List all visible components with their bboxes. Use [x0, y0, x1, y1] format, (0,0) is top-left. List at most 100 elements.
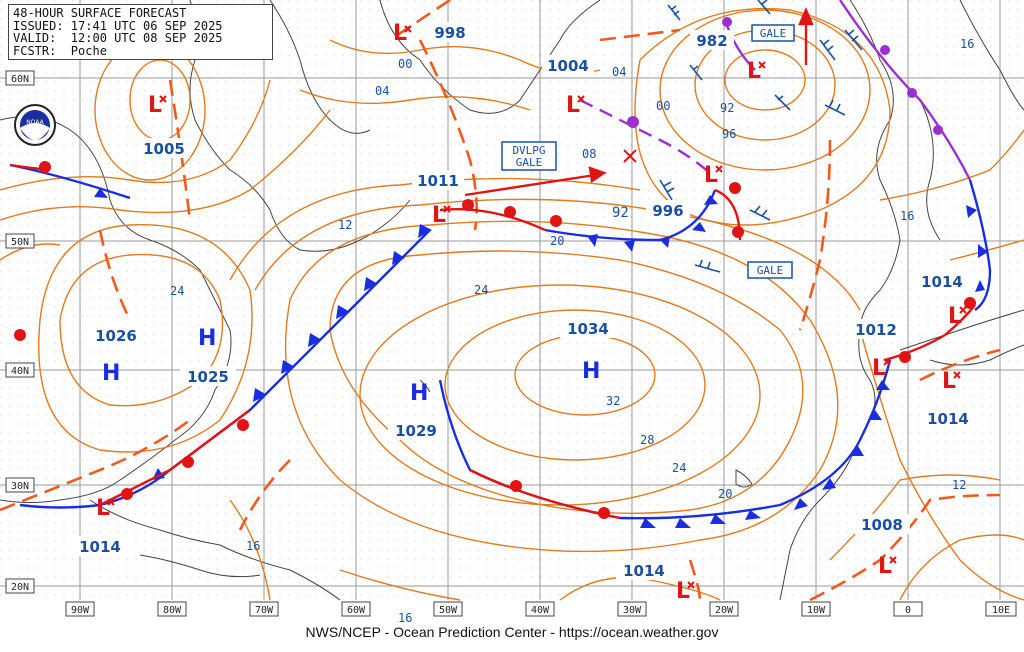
isobar-label: 08 — [582, 147, 596, 161]
pressure-value: 998 — [434, 24, 465, 42]
warm-fronts — [9, 161, 976, 520]
low-pressure-center: L 1004 — [542, 55, 594, 118]
lon-label: 10E — [992, 605, 1010, 616]
high-pressure-center: H 1034 — [560, 318, 616, 384]
longitude-labels: 90W 80W 70W 60W 50W 40W 30W 20W 10W 0 10… — [65, 601, 1017, 617]
low-pressure-center: L 1011 — [412, 170, 464, 228]
pressure-centers: L 998 L 982 L 1005 L 1004 L — [72, 21, 976, 604]
svg-text:L: L — [872, 356, 886, 381]
isobar-label: 24 — [672, 461, 686, 475]
lat-label: 30N — [11, 481, 29, 492]
high-pressure-center: H 1026 — [90, 325, 142, 386]
pressure-value: 1012 — [855, 321, 897, 339]
gale-warning-box: GALE — [747, 261, 793, 279]
svg-text:L: L — [878, 554, 892, 579]
low-pressure-center: L 996 — [646, 163, 723, 220]
wind-barbs — [654, 0, 863, 273]
isobar-label: 12 — [952, 478, 966, 492]
svg-text:L: L — [432, 203, 446, 228]
isobar-label: 00 — [656, 99, 670, 113]
lat-label: 20N — [11, 582, 29, 593]
pressure-value: 1008 — [861, 516, 903, 534]
low-pressure-center: L 1014 — [616, 560, 695, 604]
lon-label: 40W — [531, 605, 550, 616]
isobar-label: 24 — [474, 283, 488, 297]
motion-arrows — [464, 6, 814, 197]
warning-boxes: GALE GALE DVLPG GALE — [501, 24, 795, 279]
latitude-labels: 60N 50N 40N 30N 20N — [5, 70, 35, 594]
developing-gale-text: DVLPG — [512, 144, 545, 157]
gale-warning-text: GALE — [757, 264, 784, 277]
pressure-value: 1011 — [417, 172, 459, 190]
low-pressure-center: L 1014 — [914, 271, 970, 329]
isobar-label: 16 — [900, 209, 914, 223]
developing-gale-box: DVLPG GALE — [501, 141, 557, 171]
lon-label: 50W — [439, 605, 458, 616]
svg-text:L: L — [704, 163, 718, 188]
forecast-header-box: 48-HOUR SURFACE FORECAST ISSUED: 17:41 U… — [8, 4, 273, 60]
pressure-value: 982 — [696, 32, 727, 50]
svg-text:L: L — [676, 579, 690, 604]
low-pressure-center: L 998 — [393, 21, 472, 46]
low-pressure-center: L 1005 — [138, 93, 190, 158]
isobar-label: 24 — [170, 284, 184, 298]
low-pressure-center: L 1014 — [72, 496, 128, 556]
gale-warning-box: GALE — [751, 24, 795, 42]
lat-label: 50N — [11, 237, 29, 248]
lat-label: 40N — [11, 366, 29, 377]
low-pressure-center: L 1008 — [854, 514, 910, 579]
svg-text:L: L — [566, 93, 580, 118]
lon-label: 30W — [623, 605, 642, 616]
pressure-value: 996 — [652, 202, 683, 220]
isobar-label: 00 — [398, 57, 412, 71]
lon-label: 80W — [163, 605, 182, 616]
isobar-label: 28 — [640, 433, 654, 447]
lon-label: 10W — [807, 605, 826, 616]
pressure-value: 1026 — [95, 327, 137, 345]
lon-label: 70W — [255, 605, 274, 616]
svg-text:L: L — [148, 93, 162, 118]
valid-time: VALID: 12:00 UTC 08 SEP 2025 — [13, 31, 223, 45]
pressure-value: 1014 — [921, 273, 963, 291]
isobar-label: 96 — [722, 127, 736, 141]
occluded-fronts — [579, 0, 972, 181]
gale-warning-text: GALE — [760, 27, 787, 40]
low-center-markers — [623, 149, 637, 163]
noaa-logo-text: NOAA — [26, 119, 44, 126]
developing-gale-text: GALE — [516, 156, 543, 169]
pressure-value: 1029 — [395, 422, 437, 440]
lon-label: 90W — [71, 605, 90, 616]
svg-text:H: H — [198, 326, 216, 351]
pressure-value: 1014 — [623, 562, 665, 580]
low-pressure-center: L 982 — [690, 30, 766, 84]
pressure-value: 1014 — [79, 538, 121, 556]
isobar-label: 92 — [612, 205, 629, 221]
high-pressure-center: H 1029 — [388, 381, 444, 440]
isobar-label: 20 — [718, 487, 732, 501]
svg-text:H: H — [582, 359, 600, 384]
isobar-label: 16 — [398, 611, 412, 625]
isobar-label: 04 — [375, 84, 389, 98]
isobar-label: 16 — [246, 539, 260, 553]
forecaster: FCSTR: Poche — [13, 43, 107, 58]
high-pressure-center: H 1025 — [180, 326, 236, 386]
pressure-value: 1025 — [187, 368, 229, 386]
svg-text:H: H — [102, 361, 120, 386]
svg-text:L: L — [393, 21, 407, 46]
isobar-label: 32 — [606, 394, 620, 408]
low-pressure-center: L 1012 — [848, 319, 904, 381]
lon-label: 20W — [715, 605, 734, 616]
issued-time: ISSUED: 17:41 UTC 06 SEP 2025 — [13, 18, 223, 33]
svg-text:L: L — [747, 59, 761, 84]
lon-label: 0 — [905, 605, 911, 616]
pressure-value: 1005 — [143, 140, 185, 158]
svg-text:L: L — [942, 369, 956, 394]
credit-footer: NWS/NCEP - Ocean Prediction Center - htt… — [305, 624, 719, 640]
isobar-label: 04 — [612, 65, 626, 79]
pressure-value: 1034 — [567, 320, 609, 338]
isobar-label: 92 — [720, 101, 734, 115]
low-pressure-center: L 1014 — [920, 369, 976, 428]
pressure-value: 1004 — [547, 57, 589, 75]
isobar-labels: 00 04 04 00 08 92 96 92 12 16 16 16 16 2… — [170, 37, 974, 625]
